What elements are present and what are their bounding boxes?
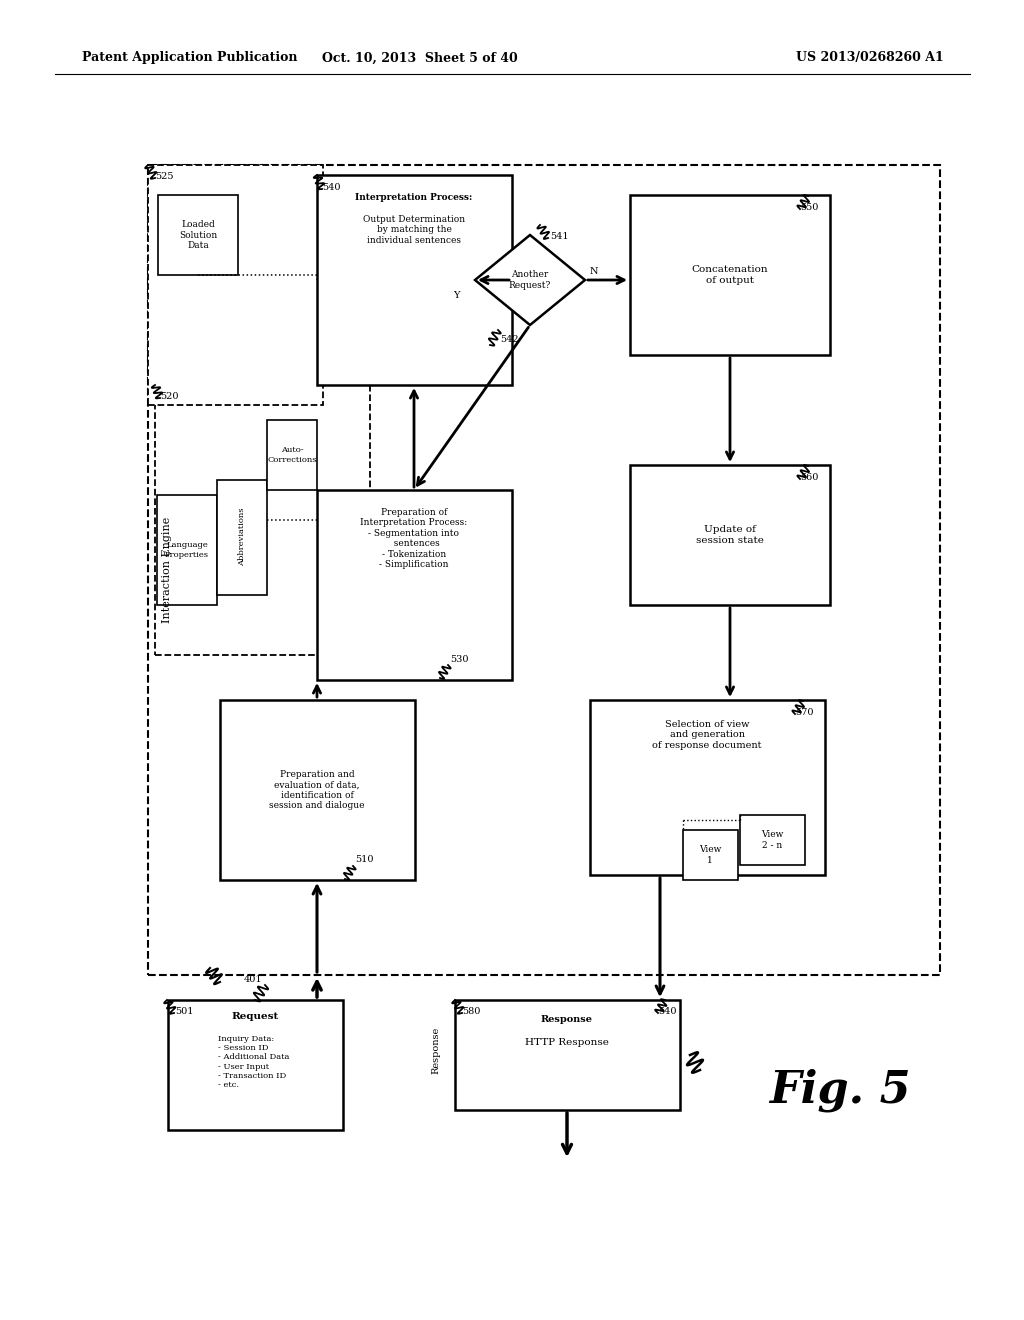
Text: Selection of view
and generation
of response document: Selection of view and generation of resp… (652, 719, 762, 750)
Text: Inquiry Data:
- Session ID
- Additional Data
- User Input
- Transaction ID
- etc: Inquiry Data: - Session ID - Additional … (218, 1035, 290, 1089)
Text: HTTP Response: HTTP Response (525, 1038, 609, 1047)
Text: 550: 550 (800, 203, 818, 213)
Bar (168, 1001, 343, 1130)
Polygon shape (475, 235, 585, 325)
Text: 570: 570 (795, 708, 813, 717)
Text: 580: 580 (462, 1007, 480, 1016)
Text: Fig. 5: Fig. 5 (769, 1068, 910, 1111)
Text: Language
Properties: Language Properties (165, 541, 209, 558)
Text: Response: Response (541, 1015, 593, 1024)
Text: 530: 530 (450, 656, 469, 664)
Bar (317, 176, 512, 385)
Bar (455, 1001, 680, 1110)
Bar (267, 420, 317, 490)
Text: Another
Request?: Another Request? (509, 271, 551, 289)
Text: 540: 540 (322, 183, 341, 191)
Text: View
2 - n: View 2 - n (761, 830, 783, 850)
Text: Auto-
Corrections: Auto- Corrections (267, 446, 316, 463)
Text: Update of
session state: Update of session state (696, 525, 764, 545)
Text: 542: 542 (500, 335, 518, 345)
Text: Patent Application Publication: Patent Application Publication (82, 51, 298, 65)
Text: 510: 510 (355, 855, 374, 865)
Bar (158, 195, 238, 275)
Text: 525: 525 (155, 172, 173, 181)
Text: Preparation and
evaluation of data,
identification of
session and dialogue: Preparation and evaluation of data, iden… (269, 770, 365, 810)
Text: Y: Y (454, 290, 460, 300)
Text: Response: Response (431, 1027, 440, 1073)
Bar (217, 480, 267, 595)
Text: 401: 401 (244, 975, 262, 985)
Text: 560: 560 (800, 473, 818, 482)
Bar (630, 465, 830, 605)
Text: N: N (590, 268, 598, 276)
Bar (220, 700, 415, 880)
Text: Loaded
Solution
Data: Loaded Solution Data (179, 220, 217, 249)
Text: 540: 540 (658, 1007, 677, 1016)
Bar (630, 195, 830, 355)
Bar (148, 165, 940, 975)
Text: Concatenation
of output: Concatenation of output (691, 265, 768, 285)
Text: Interaction Engine: Interaction Engine (162, 517, 172, 623)
Text: Preparation of
Interpretation Process:
- Segmentation into
  sentences
- Tokeniz: Preparation of Interpretation Process: -… (360, 508, 468, 569)
Text: US 2013/0268260 A1: US 2013/0268260 A1 (796, 51, 944, 65)
Bar (740, 814, 805, 865)
Text: Interpretation Process:: Interpretation Process: (355, 193, 473, 202)
Text: 541: 541 (550, 232, 568, 242)
Text: 520: 520 (160, 392, 178, 401)
Bar (157, 495, 217, 605)
Bar (590, 700, 825, 875)
Bar (683, 830, 738, 880)
Bar (317, 490, 512, 680)
Text: Output Determination
by matching the
individual sentences: Output Determination by matching the ind… (362, 215, 465, 244)
Bar (148, 165, 323, 405)
Text: View
1: View 1 (698, 845, 721, 865)
Text: Oct. 10, 2013  Sheet 5 of 40: Oct. 10, 2013 Sheet 5 of 40 (323, 51, 518, 65)
Bar (155, 385, 370, 655)
Text: Abbreviations: Abbreviations (238, 508, 246, 566)
Text: Request: Request (231, 1012, 279, 1020)
Text: 501: 501 (175, 1007, 194, 1016)
